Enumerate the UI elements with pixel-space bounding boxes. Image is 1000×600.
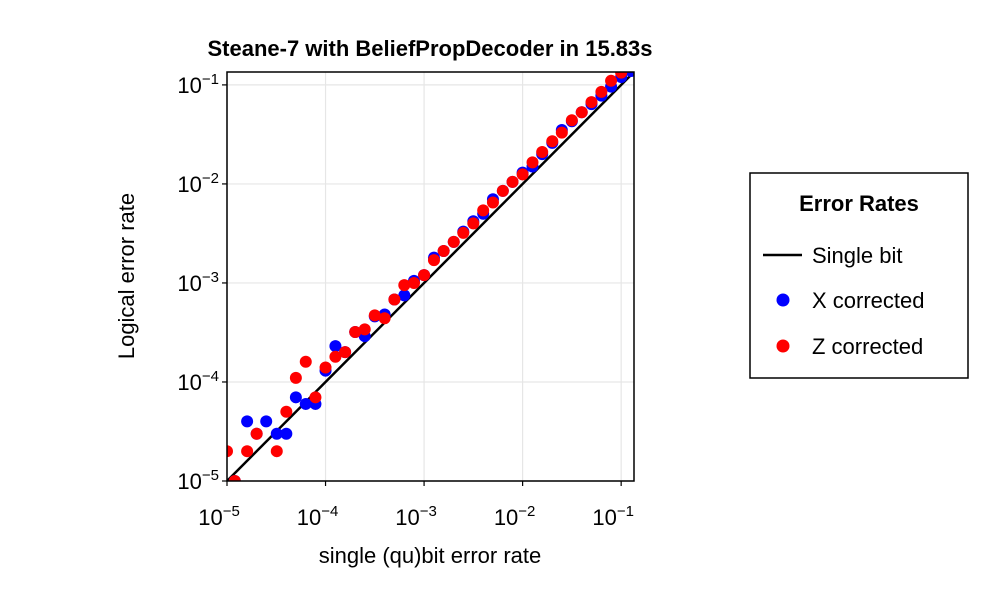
z-corrected-point <box>447 235 460 248</box>
z-corrected-point <box>536 146 549 159</box>
z-corrected-point <box>565 114 578 127</box>
z-corrected-point <box>398 279 411 292</box>
z-corrected-point <box>477 204 490 217</box>
z-corrected-point <box>486 196 499 209</box>
x-axis-label: single (qu)bit error rate <box>319 543 542 568</box>
y-tick-label: 10−2 <box>177 170 219 197</box>
z-corrected-point <box>555 126 568 139</box>
z-corrected-point <box>228 475 241 481</box>
z-corrected-point <box>227 445 233 458</box>
z-corrected-point <box>575 106 588 119</box>
x-corrected-point <box>299 397 312 410</box>
y-axis-label: Logical error rate <box>114 193 139 359</box>
z-corrected-point <box>339 346 352 359</box>
z-corrected-point <box>319 361 332 374</box>
z-corrected-point <box>358 323 371 336</box>
legend-label-z-corrected: Z corrected <box>812 334 923 359</box>
y-tick-label: 10−5 <box>177 467 219 494</box>
x-tick-label: 10−4 <box>297 503 339 530</box>
z-corrected-point <box>407 276 420 289</box>
z-corrected-point <box>595 85 608 98</box>
z-corrected-point <box>388 293 401 306</box>
z-corrected-point <box>437 245 450 258</box>
legend-label-single-bit: Single bit <box>812 243 903 268</box>
z-corrected-point <box>496 184 509 197</box>
z-corrected-point <box>349 325 362 338</box>
z-corrected-point <box>427 254 440 267</box>
z-corrected-point <box>378 312 391 325</box>
x-corrected-point <box>329 340 342 353</box>
legend-label-x-corrected: X corrected <box>812 288 925 313</box>
x-tick-label: 10−3 <box>395 503 437 530</box>
z-corrected-point <box>280 405 293 418</box>
z-corrected-point <box>526 156 539 169</box>
plot-frame <box>226 71 635 482</box>
legend: Error Rates Single bit X corrected Z cor… <box>749 172 969 379</box>
x-corrected-point <box>270 427 283 440</box>
x-corrected-point <box>241 415 254 428</box>
y-tick-label: 10−3 <box>177 269 219 296</box>
single-bit-line <box>227 72 634 481</box>
plot-series <box>227 72 634 481</box>
x-corrected-point <box>398 289 411 302</box>
z-corrected-point <box>418 269 431 282</box>
z-corrected-point <box>250 427 263 440</box>
y-tick-label: 10−1 <box>177 71 219 98</box>
z-corrected-point <box>585 96 598 109</box>
x-axis-ticks: 10−5 10−4 10−3 10−2 10−1 <box>198 481 634 530</box>
legend-marker-x-corrected <box>776 293 790 307</box>
x-corrected-point <box>625 72 634 78</box>
z-corrected-point <box>467 217 480 230</box>
z-corrected-point <box>309 391 322 404</box>
x-corrected-point <box>260 415 273 428</box>
z-corrected-point <box>457 226 470 239</box>
z-corrected-point <box>516 168 529 181</box>
x-tick-label: 10−1 <box>592 503 634 530</box>
x-tick-label: 10−5 <box>198 503 240 530</box>
chart-title: Steane-7 with BeliefPropDecoder in 15.83… <box>207 36 652 61</box>
z-corrected-point <box>329 350 342 363</box>
legend-title: Error Rates <box>799 191 919 216</box>
z-corrected-point <box>299 355 312 368</box>
z-corrected-point <box>241 445 254 458</box>
legend-marker-z-corrected <box>776 339 790 353</box>
y-axis-ticks: 10−5 10−4 10−3 10−2 10−1 <box>177 71 227 494</box>
z-corrected-point <box>615 72 628 79</box>
x-corrected-point <box>280 427 293 440</box>
x-corrected-point <box>289 391 302 404</box>
z-corrected-point <box>546 135 559 148</box>
x-tick-label: 10−2 <box>494 503 536 530</box>
y-tick-label: 10−4 <box>177 368 219 395</box>
z-corrected-point <box>368 309 381 322</box>
z-corrected-point <box>270 445 283 458</box>
z-corrected-point <box>506 175 519 188</box>
z-corrected-point <box>289 371 302 384</box>
z-corrected-point <box>605 74 618 87</box>
